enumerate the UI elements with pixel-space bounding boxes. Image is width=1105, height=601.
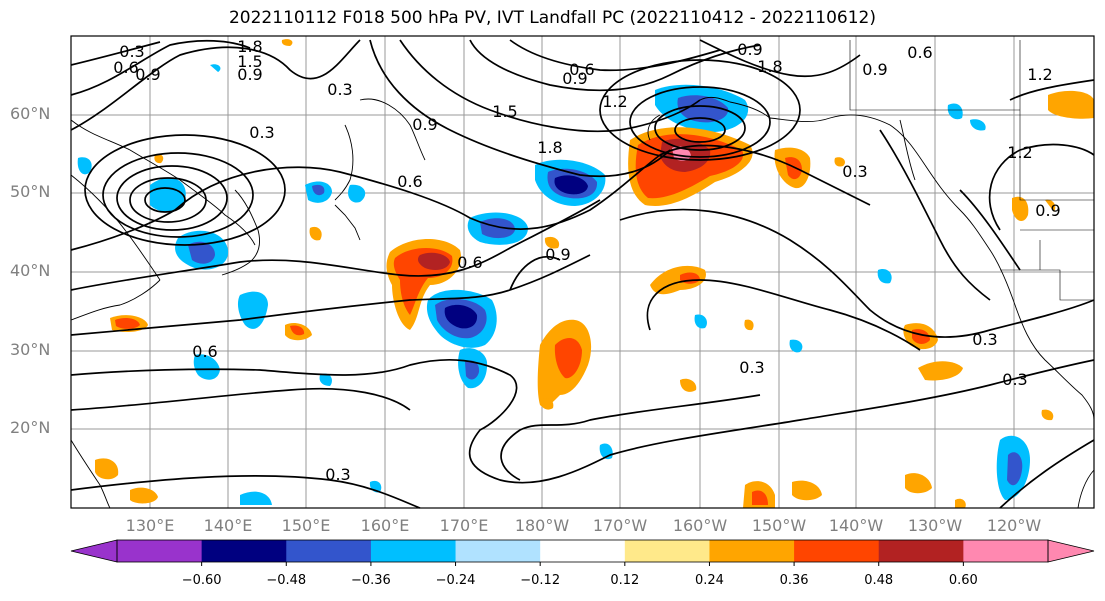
colorbar-tick-label: −0.48 [266,573,307,588]
contour-label: 0.9 [237,65,262,84]
contour-label: 1.2 [1027,65,1052,84]
colorbar-segment [370,540,457,562]
pc-anomaly-fills [77,39,1094,508]
longitude-label: 150°E [281,516,331,535]
contour-label: 1.5 [492,102,517,121]
contour-label: 0.3 [325,465,350,484]
contour-label: 0.9 [862,60,887,79]
colorbar-frame [116,539,1049,563]
graticule [71,36,1094,508]
colorbar-segment [878,540,964,562]
latitude-label: 40°N [10,261,51,280]
colorbar-tick-label: 0.36 [779,573,809,588]
borders [849,40,1094,301]
contour-label: 1.5 [237,52,262,71]
colorbar-extend-high [1047,539,1095,563]
contour-label: 0.9 [545,245,570,264]
longitude-label: 180°W [514,516,570,535]
longitude-label: 120°W [986,516,1042,535]
contour-label: 0.3 [1002,370,1027,389]
colorbar-tick-label: 0.24 [694,573,724,588]
contour-label: 1.2 [1007,143,1032,162]
colorbar-tick-label: −0.60 [181,573,222,588]
longitude-label: 150°W [751,516,807,535]
longitude-label: 170°E [439,516,489,535]
contour-label: 0.9 [412,115,437,134]
contour-label: 0.3 [739,358,764,377]
longitude-label: 130°W [907,516,963,535]
contour-label: 0.9 [562,69,587,88]
contour-label: 0.3 [119,42,144,61]
map-frame [70,35,1095,509]
contour-label: 0.6 [457,253,482,272]
longitude-label: 160°E [360,516,410,535]
contour-label: 0.3 [842,162,867,181]
latitude-label: 50°N [10,182,51,201]
contour-label: 0.6 [113,58,138,77]
colorbar-segment [794,540,880,562]
longitude-label: 170°W [592,516,648,535]
colorbar-tick-label: −0.12 [520,573,561,588]
colorbar-segment [709,540,795,562]
colorbar-segment [117,540,203,562]
longitude-label: 130°E [125,516,175,535]
contour-label: 0.9 [737,40,762,59]
contour-label: 0.6 [907,43,932,62]
colorbar-segment [624,540,710,562]
longitude-label: 160°W [672,516,728,535]
contour-label: 0.3 [327,80,352,99]
colorbar-segment [455,540,541,562]
map-title: 2022110112 F018 500 hPa PV, IVT Landfall… [228,8,876,28]
contour-label: 0.3 [972,330,997,349]
colorbar-segment [201,540,287,562]
pv-contours [70,39,1095,509]
contour-label: 0.9 [135,65,160,84]
colorbar-tick-label: 0.48 [864,573,894,588]
colorbar [70,539,1095,566]
colorbar-segment [963,540,1049,562]
longitude-label: 140°E [203,516,253,535]
colorbar-tick-label: 0.12 [610,573,640,588]
contour-label: 1.8 [537,138,562,157]
contour-label: 0.6 [569,60,594,79]
contour-label: 0.6 [192,342,217,361]
coastlines [70,96,1095,509]
contour-label: 0.6 [397,172,422,191]
latitude-label: 60°N [10,104,51,123]
contour-label: 1.2 [602,92,627,111]
contour-label: 0.9 [1035,201,1060,220]
colorbar-extend-low [70,539,118,563]
colorbar-segment [540,540,626,562]
contour-label: 0.3 [249,123,274,142]
latitude-label: 20°N [10,418,51,437]
longitude-label: 140°W [828,516,884,535]
contour-label: 1.8 [237,37,262,56]
colorbar-tick-label: −0.36 [350,573,391,588]
contour-labels: 0.30.60.91.81.50.90.30.3 0.91.51.80.60.60… [113,37,1060,484]
colorbar-tick-label: −0.24 [435,573,476,588]
latitude-label: 30°N [10,340,51,359]
contour-label: 1.8 [757,57,782,76]
colorbar-tick-label: 0.60 [948,573,978,588]
colorbar-segment [286,540,372,562]
